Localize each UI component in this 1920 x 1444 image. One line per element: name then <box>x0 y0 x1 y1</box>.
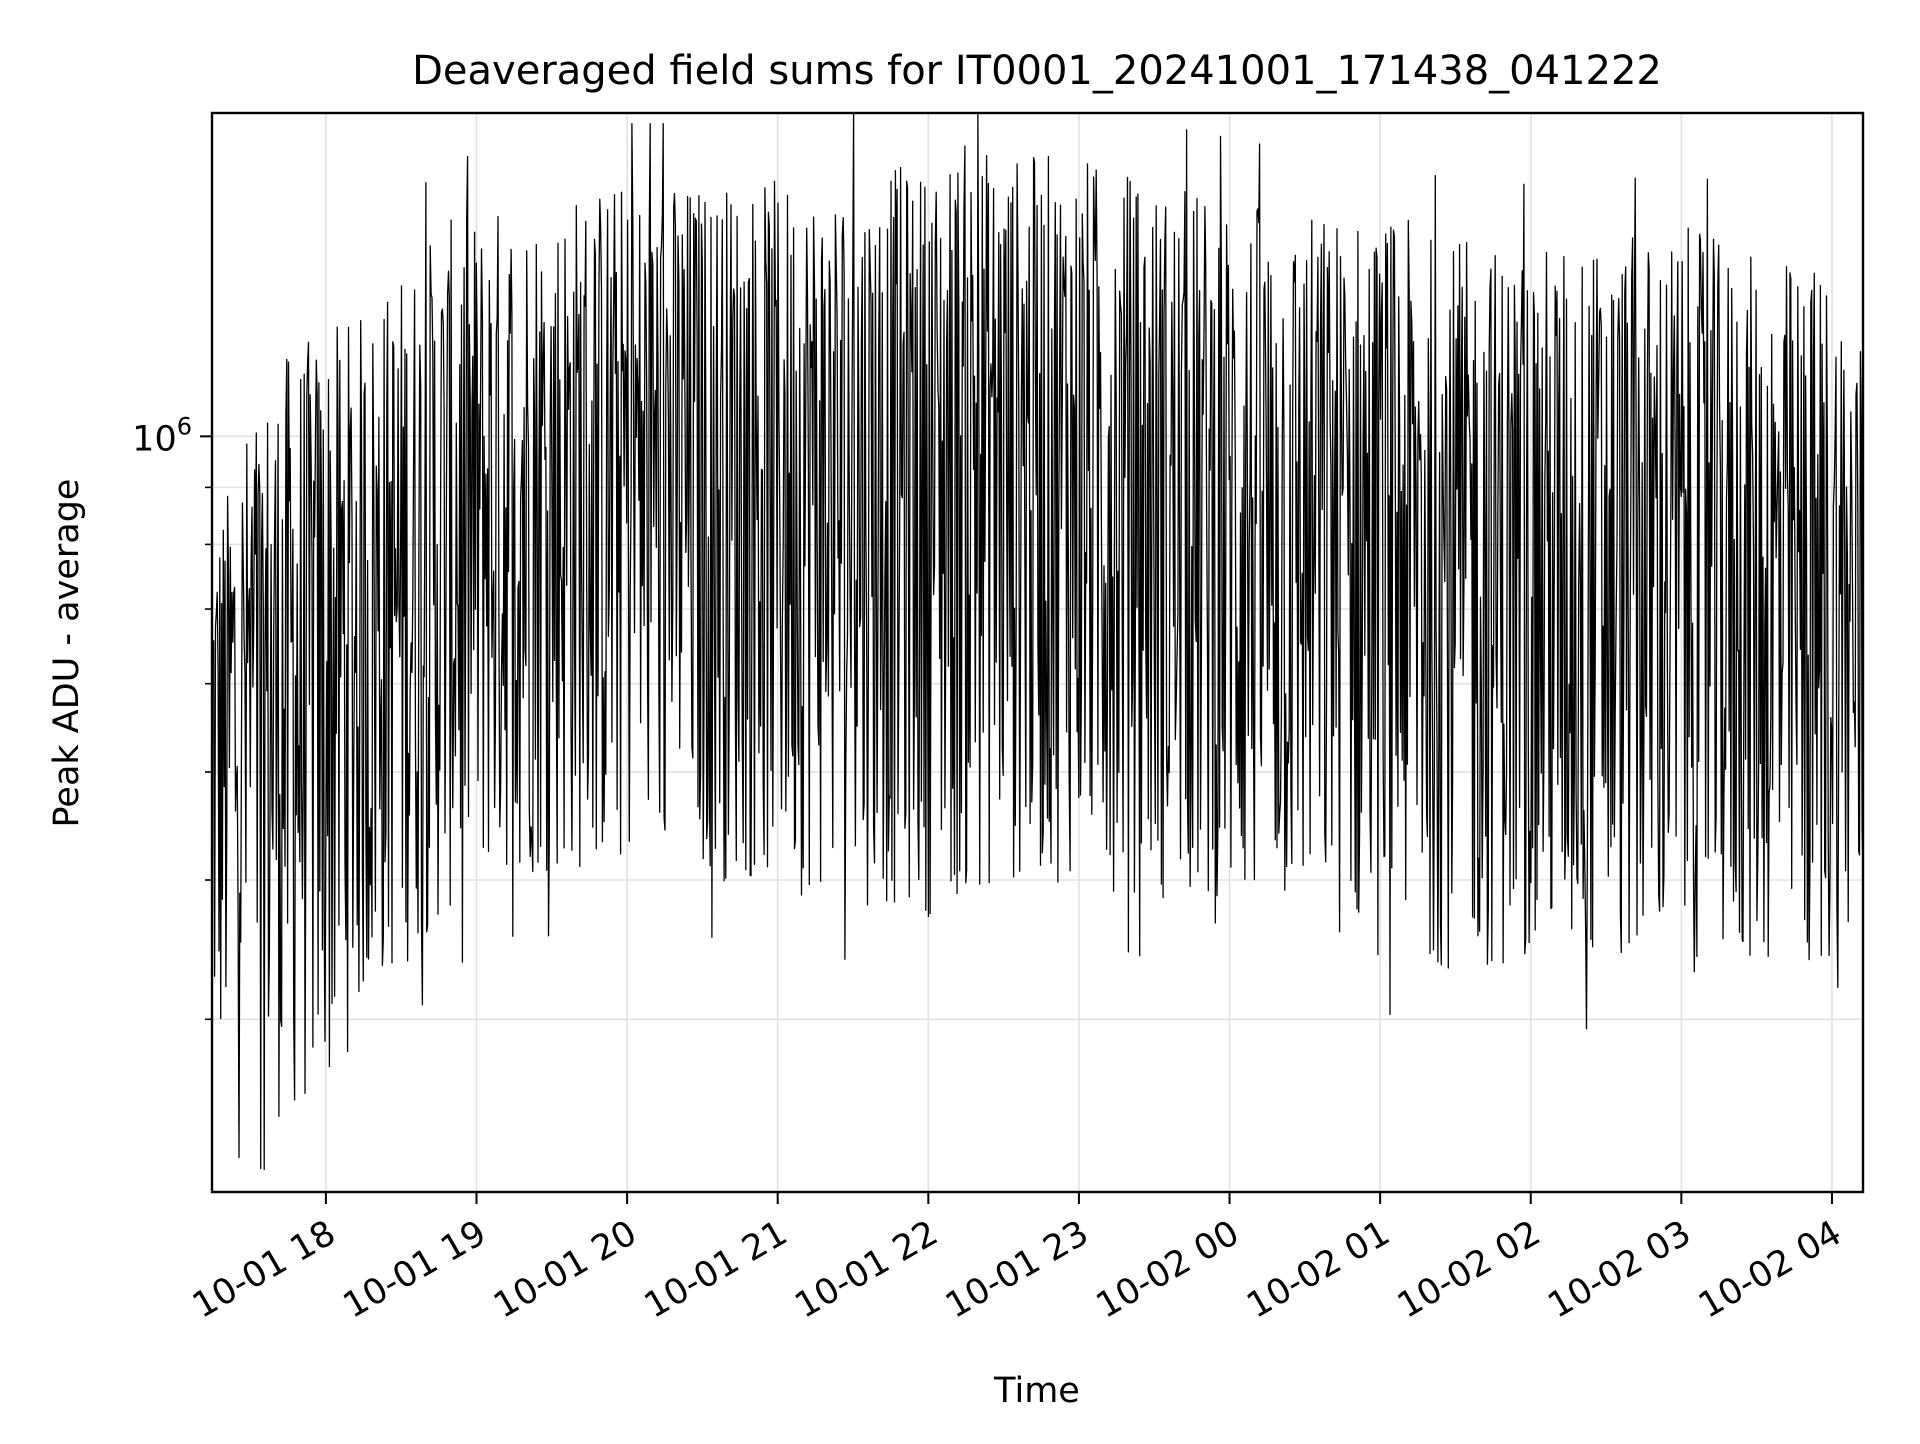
series-line <box>211 112 1864 1171</box>
y-axis: 106 <box>132 412 212 1021</box>
chart-title: Deaveraged field sums for IT0001_2024100… <box>412 48 1662 94</box>
x-tick-label: 10-01 21 <box>638 1213 794 1326</box>
x-axis-label: Time <box>993 1371 1080 1411</box>
x-tick-label: 10-01 19 <box>337 1213 493 1326</box>
x-tick-label: 10-01 20 <box>487 1213 643 1326</box>
x-tick-label: 10-01 18 <box>186 1213 342 1326</box>
x-tick-label: 10-02 03 <box>1542 1213 1698 1326</box>
x-tick-label: 10-01 22 <box>789 1213 945 1326</box>
x-tick-label: 10-01 23 <box>939 1213 1095 1326</box>
x-tick-label: 10-02 01 <box>1240 1213 1396 1326</box>
x-tick-label: 10-02 04 <box>1692 1213 1848 1326</box>
x-tick-label: 10-02 00 <box>1090 1213 1246 1326</box>
y-axis-label: Peak ADU - average <box>47 479 87 828</box>
y-tick-label: 106 <box>132 412 192 459</box>
series-line-group <box>211 112 1864 1171</box>
x-tick-label: 10-02 02 <box>1391 1213 1547 1326</box>
axes-frame <box>210 111 1865 1194</box>
